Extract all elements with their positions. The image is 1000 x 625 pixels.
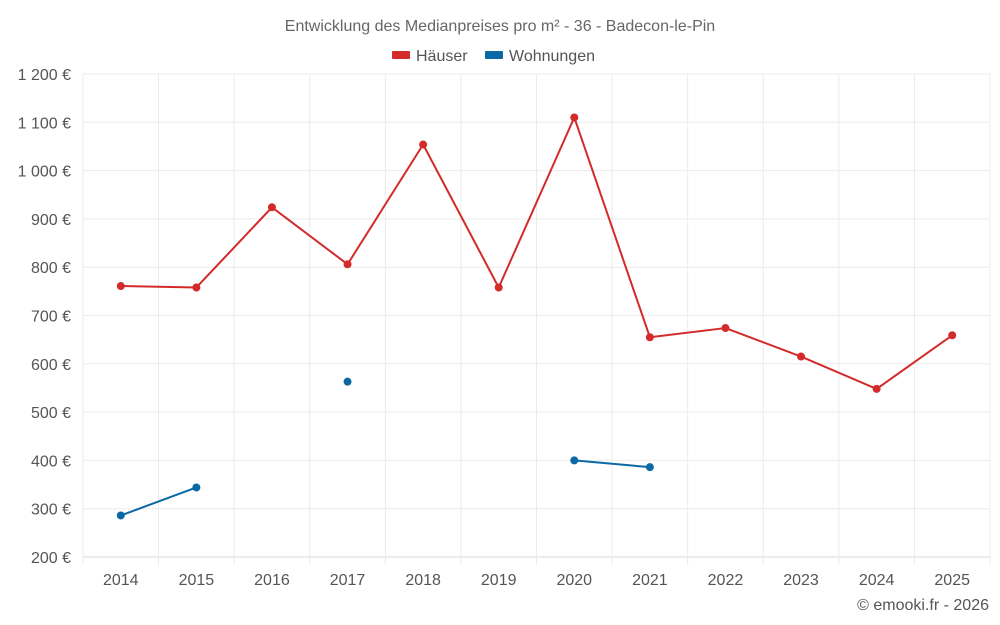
data-point-wohnungen[interactable] — [116, 511, 125, 520]
y-tick-label: 300 € — [31, 502, 71, 519]
y-axis: 200 € 300 € 400 € 500 € 600 € 700 € 800 € 900 €… — [18, 67, 71, 567]
x-tick-label: 2025 — [934, 572, 970, 589]
x-tick-label: 2023 — [783, 572, 819, 589]
data-point-haeuser[interactable] — [645, 333, 654, 342]
series-line-haeuser — [120, 116, 953, 390]
x-axis: 2014 2015 2016 2017 2018 2019 2020 2021 2022 2023… — [103, 572, 970, 589]
legend-swatch-haeuser — [392, 51, 410, 59]
grid — [82, 73, 991, 565]
data-point-haeuser[interactable] — [116, 282, 125, 291]
data-point-haeuser[interactable] — [267, 203, 276, 212]
data-point-wohnungen[interactable] — [192, 483, 201, 492]
series-line-wohnungen — [120, 486, 197, 517]
credit-text: © emooki.fr - 2026 — [857, 597, 989, 614]
x-tick-label: 2020 — [556, 572, 592, 589]
data-point-haeuser[interactable] — [192, 283, 201, 292]
data-point-wohnungen[interactable] — [570, 456, 579, 465]
x-tick-label: 2022 — [708, 572, 744, 589]
y-tick-label: 700 € — [31, 309, 71, 326]
y-tick-label: 1 200 € — [18, 67, 71, 84]
series — [116, 113, 957, 520]
x-tick-label: 2014 — [103, 572, 139, 589]
x-tick-label: 2018 — [405, 572, 441, 589]
legend-item-haeuser[interactable]: Häuser — [392, 48, 468, 65]
x-tick-label: 2021 — [632, 572, 668, 589]
y-tick-label: 400 € — [31, 453, 71, 470]
data-point-haeuser[interactable] — [872, 384, 881, 393]
data-point-wohnungen[interactable] — [645, 463, 654, 472]
data-point-haeuser[interactable] — [797, 352, 806, 361]
y-tick-label: 1 000 € — [18, 164, 71, 181]
series-line-wohnungen — [574, 459, 650, 469]
x-tick-label: 2015 — [179, 572, 215, 589]
chart-title: Entwicklung des Medianpreises pro m² - 3… — [285, 18, 715, 35]
y-tick-label: 500 € — [31, 405, 71, 422]
data-point-haeuser[interactable] — [721, 324, 730, 333]
y-tick-label: 200 € — [31, 550, 71, 567]
data-point-wohnungen[interactable] — [343, 377, 352, 386]
data-point-haeuser[interactable] — [343, 260, 352, 269]
legend-label-wohnungen: Wohnungen — [509, 48, 595, 65]
x-tick-label: 2016 — [254, 572, 290, 589]
y-tick-label: 800 € — [31, 260, 71, 277]
legend: Häuser Wohnungen — [392, 48, 595, 65]
x-tick-label: 2024 — [859, 572, 895, 589]
x-tick-label: 2019 — [481, 572, 517, 589]
legend-label-haeuser: Häuser — [416, 48, 468, 65]
y-tick-label: 900 € — [31, 212, 71, 229]
data-point-haeuser[interactable] — [570, 113, 579, 122]
legend-item-wohnungen[interactable]: Wohnungen — [485, 48, 595, 65]
y-tick-label: 1 100 € — [18, 115, 71, 132]
data-point-haeuser[interactable] — [494, 283, 503, 292]
legend-swatch-wohnungen — [485, 51, 503, 59]
data-point-haeuser[interactable] — [948, 331, 957, 340]
x-tick-label: 2017 — [330, 572, 366, 589]
y-tick-label: 600 € — [31, 357, 71, 374]
data-point-haeuser[interactable] — [419, 140, 428, 149]
